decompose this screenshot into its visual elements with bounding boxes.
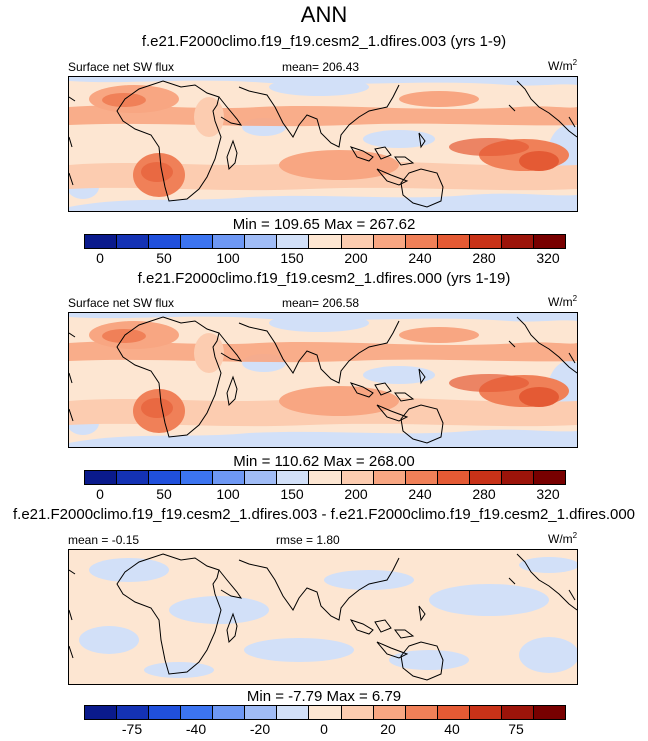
- colorbar-tick-label: 100: [216, 250, 240, 266]
- colorbar-swatch: [117, 471, 150, 484]
- colorbar-tick-label: 40: [444, 721, 460, 737]
- colorbar-swatch: [117, 235, 150, 248]
- colorbar-swatch: [213, 706, 246, 719]
- colorbar-tick-label: 75: [508, 721, 524, 737]
- colorbar-swatch: [341, 471, 374, 484]
- panel-1-case-title: f.e21.F2000climo.f19_f19.cesm2_1.dfires.…: [141, 33, 507, 50]
- panel-3-rmse-label: rmse = 1.80: [276, 533, 340, 547]
- colorbar-swatch: [245, 706, 278, 719]
- panel-2-units-label: W/m2: [548, 294, 578, 309]
- colorbar-tick-label: 0: [96, 486, 104, 502]
- colorbar-tick-label: -20: [249, 721, 271, 737]
- colorbar-swatch: [149, 706, 182, 719]
- panel-2-variable-label: Surface net SW flux: [68, 296, 175, 310]
- colorbar-swatch: [277, 471, 310, 484]
- colorbar-tick-label: 150: [280, 486, 304, 502]
- colorbar-swatch: [309, 471, 342, 484]
- panel-2-map: [68, 312, 578, 448]
- colorbar-tick-label: 20: [380, 721, 396, 737]
- colorbar-swatch: [213, 235, 246, 248]
- colorbar-swatch: [341, 235, 374, 248]
- panel-2-colorbar-ticks: 0 50 100 150 200 240 280 320: [84, 486, 564, 502]
- panel-2-case-title: f.e21.F2000climo.f19_f19.cesm2_1.dfires.…: [137, 270, 511, 287]
- colorbar-tick-label: 320: [536, 486, 560, 502]
- colorbar-swatch: [85, 706, 118, 719]
- colorbar-swatch: [469, 471, 502, 484]
- colorbar-swatch: [469, 706, 502, 719]
- colorbar-swatch: [149, 235, 182, 248]
- panel-1-minmax: Min = 109.65 Max = 267.62: [232, 216, 416, 233]
- colorbar-tick-label: 320: [536, 250, 560, 266]
- colorbar-swatch: [309, 706, 342, 719]
- panel-3-minmax: Min = -7.79 Max = 6.79: [246, 688, 402, 705]
- colorbar-swatch: [277, 235, 310, 248]
- panel-1-variable-label: Surface net SW flux: [68, 60, 175, 74]
- panel-1-mean-label: mean= 206.43: [282, 60, 360, 74]
- colorbar-swatch: [181, 235, 214, 248]
- colorbar-swatch: [469, 235, 502, 248]
- colorbar-swatch: [501, 235, 534, 248]
- panel-3-units-label: W/m2: [548, 531, 578, 546]
- colorbar-swatch: [373, 235, 406, 248]
- panel-2-colorbar: [84, 470, 566, 485]
- colorbar-tick-label: 240: [408, 250, 432, 266]
- colorbar-swatch: [277, 706, 310, 719]
- panel-2-mean-label: mean= 206.58: [282, 296, 360, 310]
- colorbar-tick-label: 100: [216, 486, 240, 502]
- colorbar-tick-label: -40: [185, 721, 207, 737]
- panel-1-map: [68, 76, 578, 212]
- colorbar-swatch: [437, 471, 470, 484]
- panel-3-colorbar-ticks: -75 -40 -20 0 20 40 75: [84, 721, 564, 737]
- colorbar-swatch: [181, 706, 214, 719]
- panel-1-colorbar: [84, 234, 566, 249]
- main-title: ANN: [300, 2, 348, 27]
- colorbar-tick-label: 240: [408, 486, 432, 502]
- colorbar-swatch: [501, 471, 534, 484]
- colorbar-swatch: [181, 471, 214, 484]
- colorbar-swatch: [245, 471, 278, 484]
- panel-3-mean-label: mean = -0.15: [68, 533, 140, 547]
- colorbar-swatch: [149, 471, 182, 484]
- colorbar-tick-label: 200: [344, 250, 368, 266]
- colorbar-swatch: [245, 235, 278, 248]
- colorbar-tick-label: 280: [472, 250, 496, 266]
- colorbar-swatch: [341, 706, 374, 719]
- colorbar-swatch: [533, 471, 565, 484]
- panel-3-case-title: f.e21.F2000climo.f19_f19.cesm2_1.dfires.…: [12, 506, 636, 523]
- colorbar-swatch: [373, 706, 406, 719]
- colorbar-tick-label: 280: [472, 486, 496, 502]
- colorbar-swatch: [501, 706, 534, 719]
- colorbar-swatch: [117, 706, 150, 719]
- colorbar-swatch: [533, 706, 565, 719]
- colorbar-tick-label: 0: [96, 250, 104, 266]
- colorbar-tick-label: 0: [320, 721, 328, 737]
- panel-1-colorbar-ticks: 0 50 100 150 200 240 280 320: [84, 250, 564, 266]
- colorbar-swatch: [405, 471, 438, 484]
- panel-1-units-label: W/m2: [548, 58, 578, 73]
- colorbar-tick-label: 50: [156, 486, 172, 502]
- panel-3-map: [68, 549, 578, 685]
- colorbar-tick-label: 50: [156, 250, 172, 266]
- colorbar-swatch: [309, 235, 342, 248]
- colorbar-tick-label: 150: [280, 250, 304, 266]
- colorbar-swatch: [85, 471, 118, 484]
- colorbar-swatch: [213, 471, 246, 484]
- colorbar-swatch: [85, 235, 118, 248]
- colorbar-swatch: [437, 235, 470, 248]
- colorbar-tick-label: -75: [121, 721, 143, 737]
- colorbar-tick-label: 200: [344, 486, 368, 502]
- colorbar-swatch: [405, 235, 438, 248]
- colorbar-swatch: [533, 235, 565, 248]
- panel-2-minmax: Min = 110.62 Max = 268.00: [233, 453, 415, 470]
- colorbar-swatch: [437, 706, 470, 719]
- colorbar-swatch: [405, 706, 438, 719]
- panel-3-colorbar: [84, 705, 566, 720]
- colorbar-swatch: [373, 471, 406, 484]
